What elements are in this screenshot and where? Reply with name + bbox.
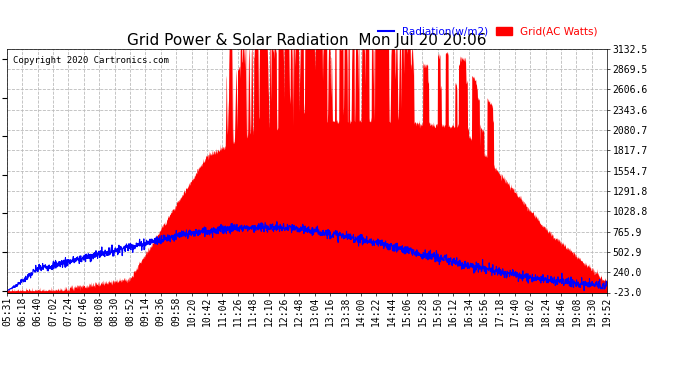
Title: Grid Power & Solar Radiation  Mon Jul 20 20:06: Grid Power & Solar Radiation Mon Jul 20 … [127, 33, 487, 48]
Text: Copyright 2020 Cartronics.com: Copyright 2020 Cartronics.com [13, 56, 169, 65]
Legend: Radiation(w/m2), Grid(AC Watts): Radiation(w/m2), Grid(AC Watts) [374, 22, 602, 40]
